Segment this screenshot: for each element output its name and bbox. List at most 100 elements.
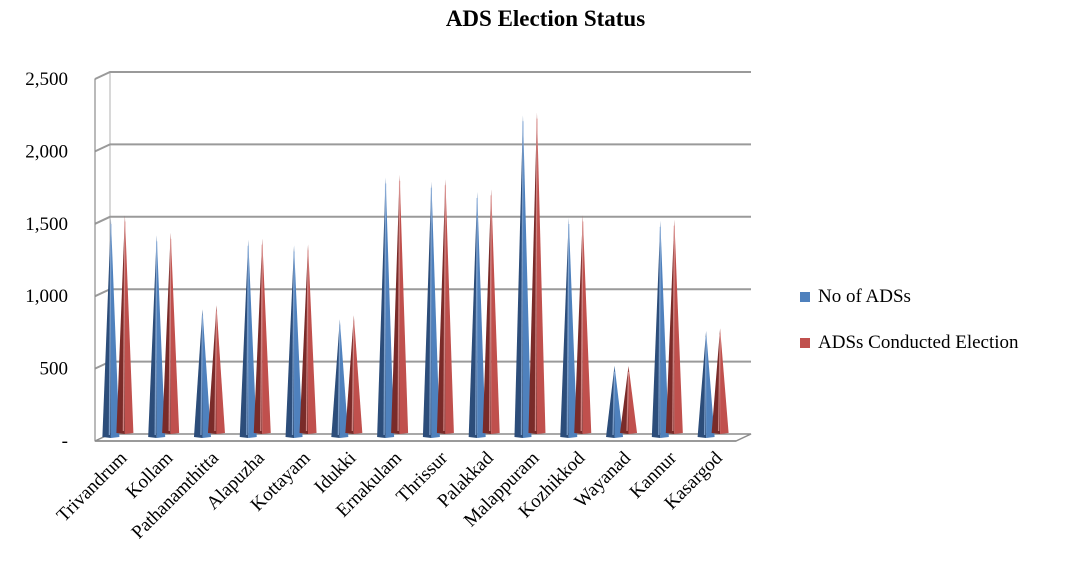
legend-label-series-1: No of ADSs [818,286,911,307]
cone-ads-conducted-9-left [528,112,537,434]
cone-ads-conducted-10-left [574,215,583,434]
cone-no-of-ads-5 [339,319,349,438]
legend: No of ADSs ADSs Conducted Election [800,284,1019,376]
legend-swatch-series-2 [800,338,810,348]
gridline-5 [94,71,751,80]
cone-no-of-ads-13-left [697,330,707,438]
cone-ads-conducted-12-left [665,219,675,434]
cone-ads-conducted-8 [491,189,500,434]
cone-no-of-ads-9 [522,115,532,438]
cone-ads-conducted-11 [628,366,638,434]
cone-highlight-1-10 [580,221,584,432]
cone-ads-conducted-10 [582,215,592,434]
cone-no-of-ads-0 [110,218,120,438]
cone-highlight-0-13 [703,336,707,436]
cone-highlight-0-4 [291,251,295,436]
cone-ads-conducted-4 [308,244,317,434]
cone-no-of-ads-6-left [377,177,386,439]
cone-no-of-ads-8-left [468,191,478,438]
legend-item-series-2: ADSs Conducted Election [800,330,1019,356]
cone-highlight-0-7 [429,187,433,436]
cone-no-of-ads-4 [294,245,303,438]
cone-highlight-0-5 [337,325,341,436]
cone-highlight-0-2 [200,315,204,436]
cone-no-of-ads-8 [477,191,486,438]
cone-no-of-ads-7-left [422,181,432,439]
cone-ads-conducted-8-left [482,189,492,434]
cone-ads-conducted-5 [353,315,363,434]
cone-highlight-1-4 [305,250,309,432]
cone-highlight-1-11 [626,372,630,432]
cone-highlight-1-13 [717,334,721,432]
cone-ads-conducted-3-left [253,238,263,434]
cone-highlight-0-1 [154,241,158,436]
cone-no-of-ads-9-left [514,115,523,438]
cone-highlight-0-0 [108,224,112,436]
cone-ads-conducted-4-left [299,244,309,434]
cone-no-of-ads-12-left [651,220,661,438]
cone-ads-conducted-13-left [711,328,721,434]
legend-label-series-2: ADSs Conducted Election [818,332,1019,353]
cone-highlight-0-9 [520,121,524,436]
cone-highlight-1-0 [122,221,126,432]
cone-highlight-0-11 [612,371,616,436]
cone-ads-conducted-2-left [207,305,217,434]
cone-ads-conducted-7-left [436,179,446,434]
x-tick-label-0: Trivandrum [53,448,132,527]
cone-ads-conducted-6-left [391,174,400,435]
y-tick-label-4: 2,000 [25,141,68,162]
cone-ads-conducted-7 [445,179,454,434]
cone-highlight-0-8 [475,197,478,436]
cone-highlight-1-5 [351,321,355,432]
cone-highlight-1-8 [489,195,492,432]
cone-no-of-ads-1-left [148,235,157,438]
cone-no-of-ads-13 [706,330,715,438]
y-tick-label-5: 2,500 [25,69,68,90]
cone-highlight-0-12 [658,226,661,436]
cone-no-of-ads-1 [156,235,166,438]
cone-no-of-ads-7 [431,181,440,439]
cone-highlight-1-2 [214,311,218,432]
cone-highlight-0-3 [246,245,249,436]
y-tick-label-3: 1,500 [25,214,68,235]
cone-no-of-ads-12 [660,220,669,438]
cone-no-of-ads-4-left [285,245,295,438]
cone-highlight-1-6 [397,180,401,432]
cone-highlight-1-1 [168,238,172,432]
cone-ads-conducted-11-left [620,366,629,434]
cone-highlight-1-12 [672,225,675,432]
cone-highlight-1-3 [260,244,263,432]
cone-no-of-ads-11-left [606,365,615,438]
legend-item-series-1: No of ADSs [800,284,1019,310]
y-tick-label-2: 1,000 [25,286,68,307]
cone-highlight-0-10 [566,224,570,436]
cone-ads-conducted-13 [720,328,729,434]
cone-no-of-ads-2-left [193,309,203,438]
cone-ads-conducted-12 [674,219,683,434]
cone-ads-conducted-3 [262,238,271,434]
cone-no-of-ads-10 [568,218,578,438]
chart-title: ADS Election Status [445,6,646,31]
cone-ads-conducted-6 [399,174,409,435]
y-tick-label-1: 500 [40,359,69,380]
cone-highlight-1-9 [534,118,538,432]
cone-no-of-ads-3-left [239,239,249,438]
cone-highlight-0-6 [383,183,387,436]
cone-no-of-ads-2 [202,309,211,438]
cone-no-of-ads-6 [385,177,395,439]
cone-no-of-ads-0-left [102,218,111,438]
cone-ads-conducted-5-left [345,315,354,434]
cone-highlight-1-7 [443,185,447,432]
cone-ads-conducted-1 [170,232,180,434]
cone-no-of-ads-3 [248,239,257,438]
cone-ads-conducted-2 [216,305,225,434]
cone-no-of-ads-11 [614,365,624,438]
cone-ads-conducted-0-left [116,215,125,434]
legend-swatch-series-1 [800,292,810,302]
cone-ads-conducted-1-left [162,232,171,434]
cone-ads-conducted-0 [124,215,134,434]
cone-no-of-ads-5-left [331,319,340,438]
cone-no-of-ads-10-left [560,218,569,438]
